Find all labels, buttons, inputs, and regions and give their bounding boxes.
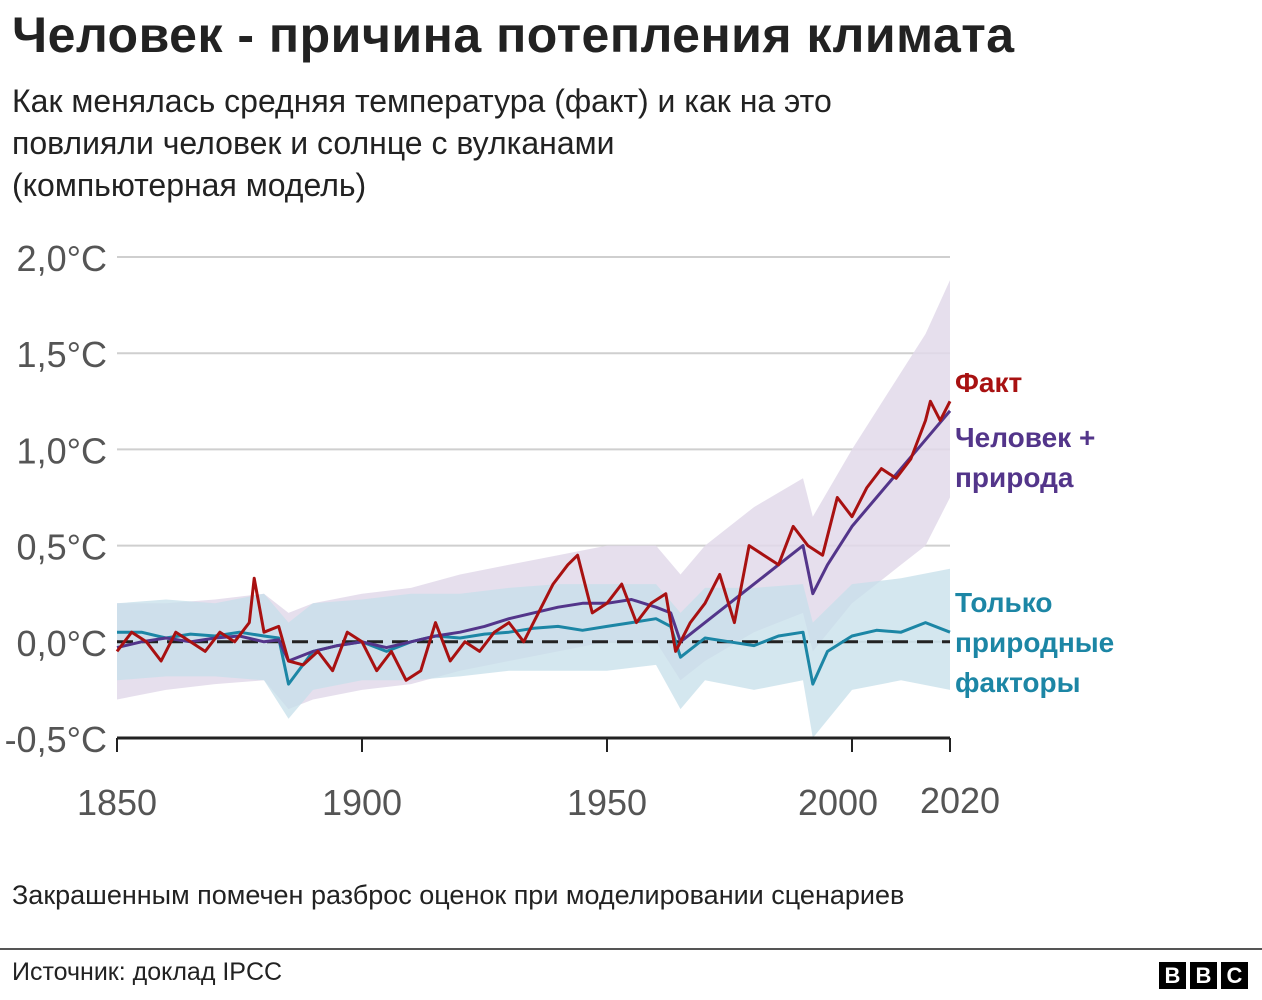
series-label-natural-line-1: Только (955, 587, 1053, 618)
x-tick-label: 1850 (77, 782, 157, 823)
uncertainty-bands (117, 280, 950, 738)
y-tick-label: 1,5°C (17, 334, 107, 375)
grid: -0,5°C 0,0°C 0,5°C 1,0°C 1,5°C 2,0°C (5, 238, 950, 760)
page-title: Человек - причина потепления климата (12, 7, 1015, 63)
x-tick-label: 1950 (567, 782, 647, 823)
y-tick-label: 0,5°C (17, 527, 107, 568)
x-tick-label: 2020 (920, 780, 1000, 821)
series-label-human-line-1: Человек + (955, 422, 1096, 453)
series-label-human-line-2: природа (955, 462, 1074, 493)
footer-divider (0, 948, 1262, 950)
series-label-observed: Факт (955, 363, 1022, 403)
series-lines (115, 399, 952, 686)
bbc-logo-letter-1: B (1159, 962, 1186, 989)
x-tick-label: 1900 (322, 782, 402, 823)
temperature-chart: -0,5°C 0,0°C 0,5°C 1,0°C 1,5°C 2,0°C 1850 1900… (5, 238, 1000, 823)
series-label-observed-line-1: Факт (955, 367, 1023, 398)
series-label-natural-line-2: природные (955, 627, 1115, 658)
series-label-natural-line-3: факторы (955, 667, 1081, 698)
bbc-logo-letter-3: C (1221, 962, 1248, 989)
x-tick-label: 2000 (798, 782, 878, 823)
subtitle: Как менялась средняя температура (факт) … (12, 80, 1092, 206)
subtitle-line-2: повлияли человек и солнце с вулканами (12, 125, 615, 161)
human-natural-line (116, 409, 952, 663)
bbc-logo-letter-2: B (1190, 962, 1217, 989)
y-tick-label: 2,0°C (17, 238, 107, 279)
source-text: Источник: доклад IPCC (12, 958, 283, 986)
uncertainty-band-1 (117, 568, 950, 738)
bbc-logo: B B C (1159, 962, 1248, 989)
series-label-human-natural: Человек + природа (955, 418, 1095, 498)
observed-line (115, 399, 952, 682)
axes: 1850 1900 1950 2000 2020 (77, 736, 1000, 823)
subtitle-line-3: (компьютерная модель) (12, 167, 367, 203)
natural-only-line (117, 617, 951, 686)
y-tick-label: 0,0°C (17, 623, 107, 664)
y-tick-label: -0,5°C (5, 719, 107, 760)
series-label-natural-only: Только природные факторы (955, 583, 1114, 703)
subtitle-line-1: Как менялась средняя температура (факт) … (12, 83, 832, 119)
y-tick-label: 1,0°C (17, 430, 107, 471)
shading-footnote: Закрашенным помечен разброс оценок при м… (12, 880, 905, 910)
